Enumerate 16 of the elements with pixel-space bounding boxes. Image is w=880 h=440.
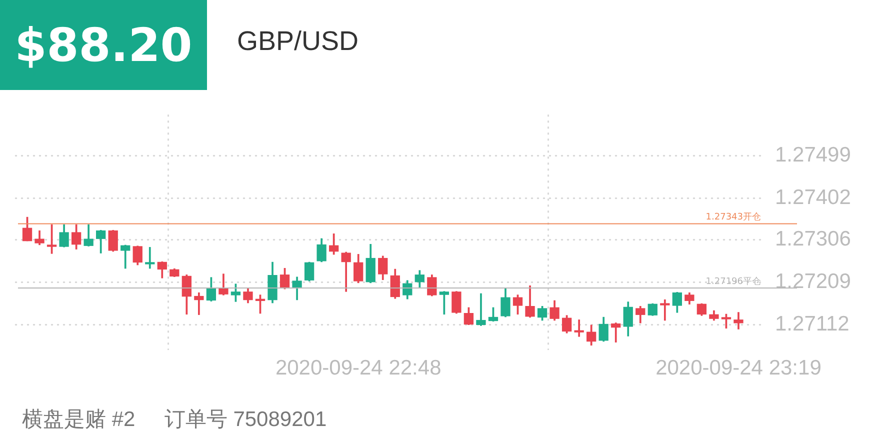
x-tick-label: 2020-09-24 23:19 — [656, 356, 822, 380]
candlestick — [476, 293, 486, 326]
candlestick — [145, 247, 155, 269]
y-tick-label: 1.27306 — [775, 228, 851, 251]
candlestick — [660, 299, 670, 321]
y-tick-label: 1.27209 — [775, 270, 851, 294]
y-tick-label: 1.27112 — [775, 312, 850, 336]
y-tick-label: 1.27499 — [775, 143, 851, 166]
chart-subtitle: $88.20 — [0, 0, 207, 90]
chart-title: GBP/USD — [237, 26, 359, 57]
y-tick-label: 1.27402 — [775, 186, 851, 209]
candlestick — [574, 320, 584, 337]
ref-line-label: 1.27343开仓 — [706, 212, 761, 223]
x-tick-label: 2020-09-24 22:48 — [275, 356, 442, 380]
ref-line-label: 1.27196平仓 — [706, 276, 761, 287]
text: 横盘是赌 #2 订单号 75089201 — [22, 408, 327, 431]
